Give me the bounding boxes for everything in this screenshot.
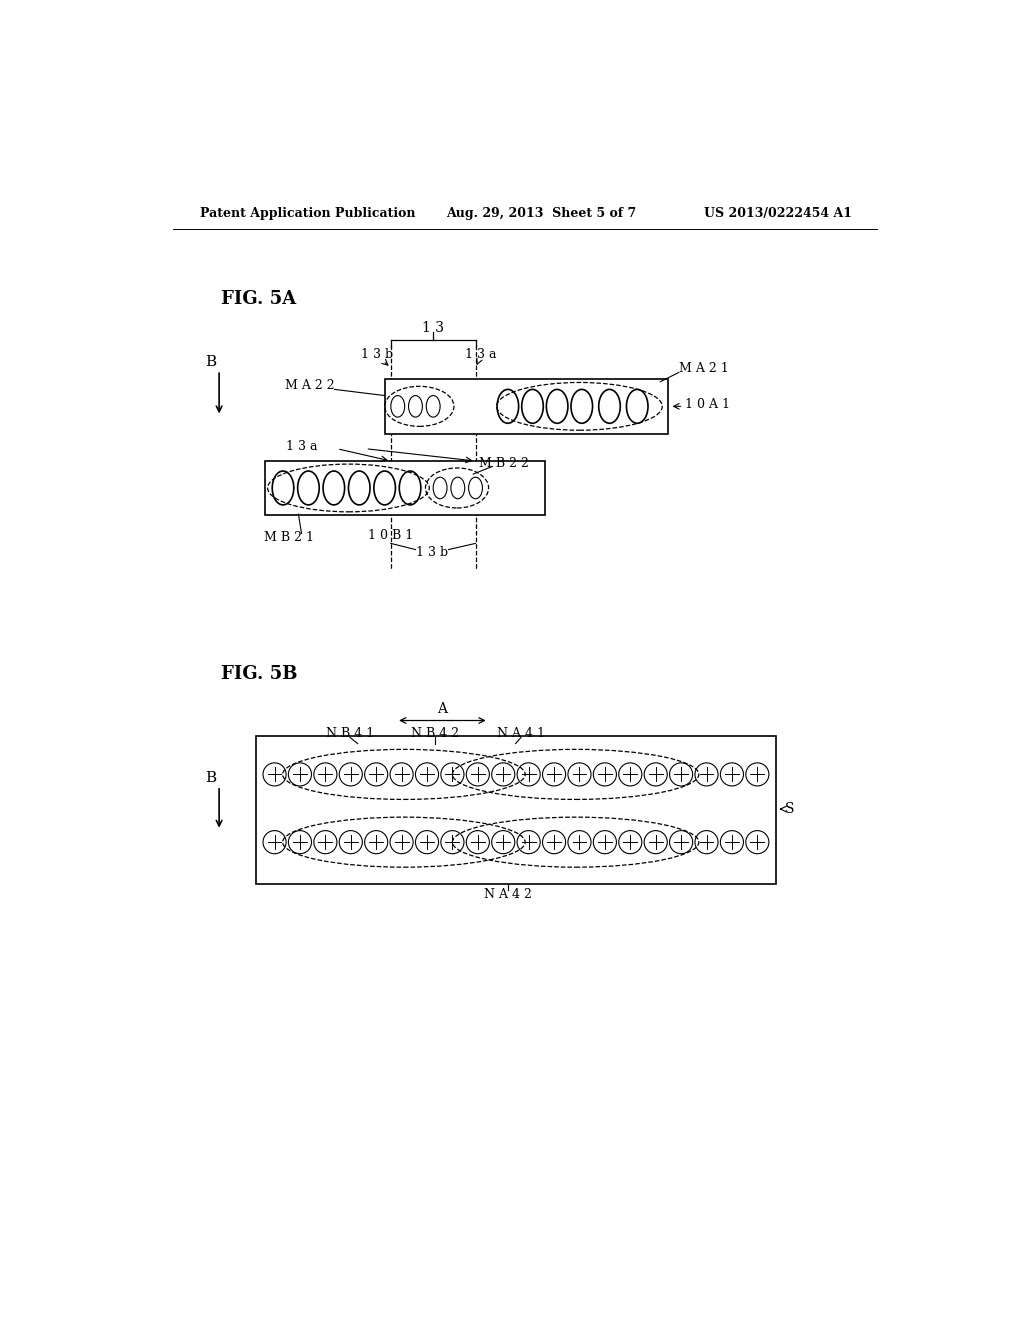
Circle shape: [313, 763, 337, 785]
Ellipse shape: [451, 478, 465, 499]
Circle shape: [339, 830, 362, 854]
Ellipse shape: [391, 396, 404, 417]
Text: 1 3 b: 1 3 b: [360, 348, 393, 362]
Text: 1 3 a: 1 3 a: [465, 348, 497, 362]
Circle shape: [390, 763, 413, 785]
Text: M A 2 2: M A 2 2: [285, 379, 334, 392]
Text: N A 4 1: N A 4 1: [497, 727, 545, 741]
Circle shape: [365, 763, 388, 785]
Text: N B 4 2: N B 4 2: [411, 727, 459, 741]
Ellipse shape: [426, 396, 440, 417]
Ellipse shape: [547, 389, 568, 424]
Circle shape: [720, 763, 743, 785]
Bar: [265, 461, 545, 515]
Circle shape: [365, 830, 388, 854]
Circle shape: [289, 830, 311, 854]
Text: N A 4 2: N A 4 2: [484, 888, 531, 902]
Circle shape: [416, 830, 438, 854]
Circle shape: [441, 830, 464, 854]
Circle shape: [263, 830, 286, 854]
Circle shape: [466, 763, 489, 785]
Ellipse shape: [272, 471, 294, 506]
Ellipse shape: [374, 471, 395, 506]
Circle shape: [593, 763, 616, 785]
Circle shape: [517, 830, 541, 854]
Circle shape: [390, 830, 413, 854]
Text: 1 0 A 1: 1 0 A 1: [685, 399, 730, 412]
Circle shape: [313, 830, 337, 854]
Circle shape: [568, 830, 591, 854]
Circle shape: [720, 830, 743, 854]
Text: N B 4 1: N B 4 1: [326, 727, 374, 741]
Circle shape: [593, 830, 616, 854]
Text: 1 3 a: 1 3 a: [286, 440, 317, 453]
Text: B: B: [205, 771, 216, 785]
Ellipse shape: [323, 471, 345, 506]
Circle shape: [618, 763, 642, 785]
Circle shape: [695, 763, 718, 785]
Circle shape: [441, 763, 464, 785]
Circle shape: [568, 763, 591, 785]
Text: US 2013/0222454 A1: US 2013/0222454 A1: [705, 207, 852, 220]
Ellipse shape: [409, 396, 422, 417]
Circle shape: [543, 763, 565, 785]
Circle shape: [339, 763, 362, 785]
Text: 1 3 b: 1 3 b: [417, 546, 449, 560]
Circle shape: [618, 830, 642, 854]
Ellipse shape: [298, 471, 319, 506]
Ellipse shape: [433, 478, 447, 499]
Text: S: S: [785, 803, 795, 816]
Bar: [385, 379, 668, 434]
Ellipse shape: [599, 389, 621, 424]
Circle shape: [670, 763, 692, 785]
Text: Aug. 29, 2013  Sheet 5 of 7: Aug. 29, 2013 Sheet 5 of 7: [446, 207, 637, 220]
Ellipse shape: [469, 478, 482, 499]
Circle shape: [745, 830, 769, 854]
Text: B: B: [205, 355, 216, 370]
Ellipse shape: [399, 471, 421, 506]
Circle shape: [644, 763, 668, 785]
Circle shape: [745, 763, 769, 785]
Text: FIG. 5A: FIG. 5A: [221, 289, 297, 308]
Circle shape: [670, 830, 692, 854]
Circle shape: [543, 830, 565, 854]
Text: 1 3: 1 3: [422, 321, 444, 335]
Circle shape: [644, 830, 668, 854]
Text: M B 2 1: M B 2 1: [264, 531, 313, 544]
Ellipse shape: [497, 389, 518, 424]
Circle shape: [517, 763, 541, 785]
Circle shape: [289, 763, 311, 785]
Ellipse shape: [571, 389, 593, 424]
Text: Patent Application Publication: Patent Application Publication: [200, 207, 416, 220]
Circle shape: [492, 763, 515, 785]
Circle shape: [263, 763, 286, 785]
Ellipse shape: [521, 389, 544, 424]
Bar: [256, 737, 776, 884]
Ellipse shape: [627, 389, 648, 424]
Circle shape: [492, 830, 515, 854]
Circle shape: [695, 830, 718, 854]
Ellipse shape: [348, 471, 370, 506]
Text: M B 2 2: M B 2 2: [478, 457, 528, 470]
Text: 1 0 B 1: 1 0 B 1: [369, 529, 414, 543]
Text: FIG. 5B: FIG. 5B: [221, 665, 298, 684]
Text: A: A: [437, 702, 447, 715]
Text: M A 2 1: M A 2 1: [679, 362, 728, 375]
Circle shape: [466, 830, 489, 854]
Circle shape: [416, 763, 438, 785]
